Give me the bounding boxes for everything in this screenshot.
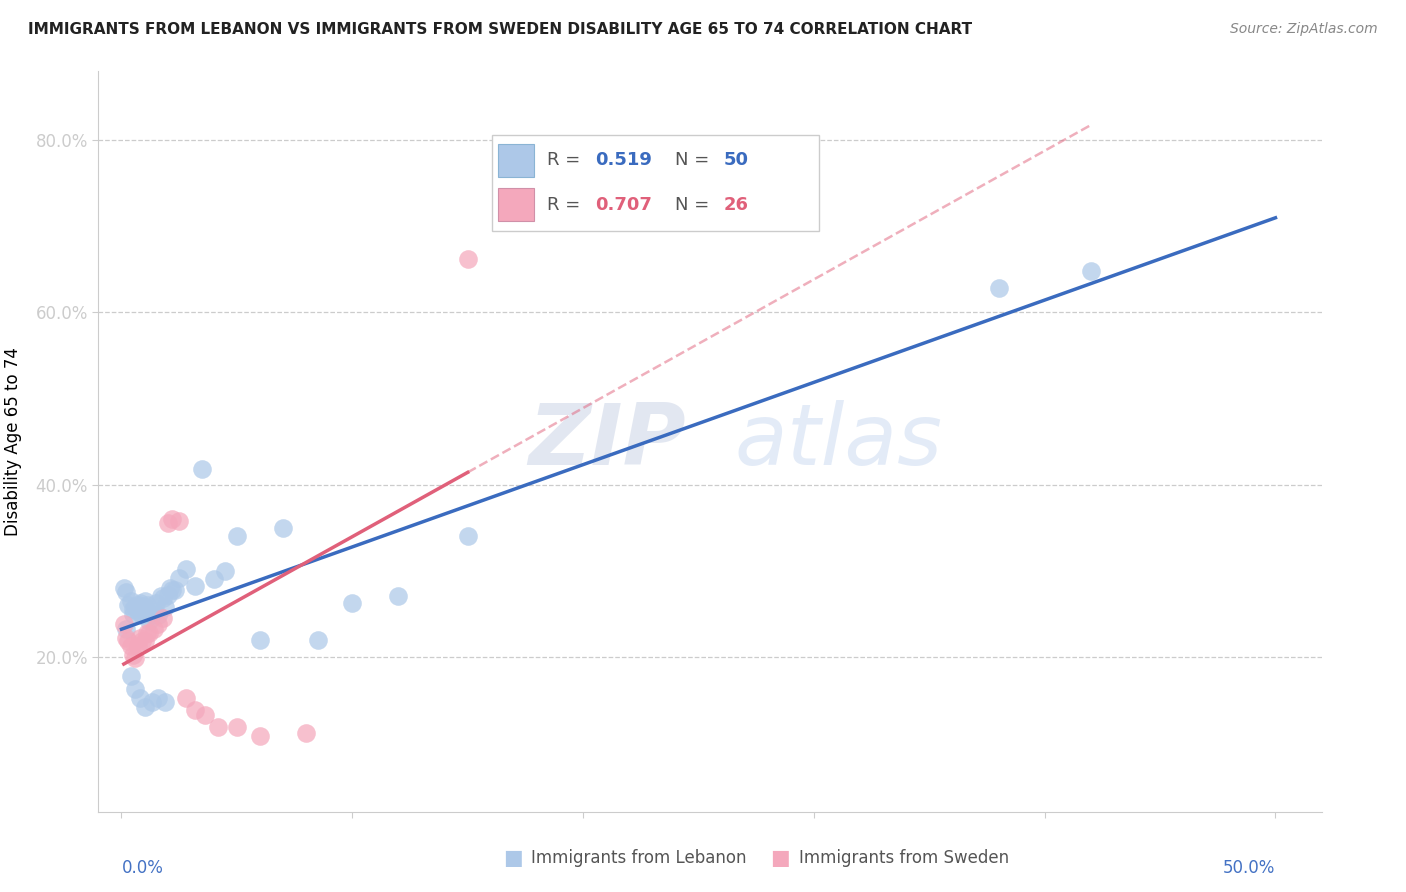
Point <box>159 581 181 595</box>
Text: 50.0%: 50.0% <box>1223 859 1275 877</box>
Point <box>115 631 138 645</box>
Text: R =: R = <box>547 152 586 169</box>
Point <box>134 699 156 714</box>
Text: IMMIGRANTS FROM LEBANON VS IMMIGRANTS FROM SWEDEN DISABILITY AGE 65 TO 74 CORREL: IMMIGRANTS FROM LEBANON VS IMMIGRANTS FR… <box>28 22 972 37</box>
Text: 26: 26 <box>724 195 749 214</box>
Text: N =: N = <box>675 152 714 169</box>
Point <box>124 682 146 697</box>
Text: Immigrants from Lebanon: Immigrants from Lebanon <box>531 849 747 867</box>
Point <box>152 591 174 606</box>
Point <box>117 598 139 612</box>
Point <box>124 651 146 665</box>
Point <box>120 669 142 683</box>
Point <box>194 708 217 723</box>
Point <box>112 581 135 595</box>
Point <box>174 691 197 706</box>
Point <box>131 608 153 623</box>
Text: R =: R = <box>547 195 586 214</box>
Point <box>174 562 197 576</box>
Point <box>214 564 236 578</box>
Point <box>129 602 152 616</box>
Point <box>167 514 190 528</box>
Point <box>225 529 247 543</box>
Point <box>129 631 152 645</box>
Point <box>112 617 135 632</box>
Point <box>225 720 247 734</box>
Point <box>152 611 174 625</box>
Point <box>987 281 1010 295</box>
Point <box>129 596 152 610</box>
Point <box>457 529 479 543</box>
Point <box>149 590 172 604</box>
Point <box>156 516 179 531</box>
Text: ■: ■ <box>770 848 790 868</box>
Point <box>457 252 479 266</box>
Point <box>142 605 165 619</box>
Point <box>295 725 318 739</box>
Bar <box>498 145 534 177</box>
Point <box>135 598 157 612</box>
Point <box>122 607 145 621</box>
Point <box>135 625 157 640</box>
Point <box>1080 264 1102 278</box>
Point <box>184 703 207 717</box>
Text: 0.0%: 0.0% <box>121 859 163 877</box>
Point <box>122 602 145 616</box>
Point <box>127 605 149 619</box>
Text: Source: ZipAtlas.com: Source: ZipAtlas.com <box>1230 22 1378 37</box>
Point <box>167 570 190 584</box>
Point <box>162 512 184 526</box>
Point <box>127 640 149 654</box>
Point <box>249 729 271 743</box>
Point <box>142 622 165 636</box>
Point <box>148 617 170 632</box>
Point <box>148 691 170 706</box>
Point <box>342 596 364 610</box>
Y-axis label: Disability Age 65 to 74: Disability Age 65 to 74 <box>4 347 21 536</box>
Point <box>387 590 409 604</box>
Text: ZIP: ZIP <box>527 400 686 483</box>
Point <box>131 634 153 648</box>
Point <box>156 588 179 602</box>
Point <box>141 608 163 623</box>
Point <box>148 608 170 623</box>
Text: ■: ■ <box>503 848 523 868</box>
Point <box>307 632 329 647</box>
Point <box>117 634 139 648</box>
Point <box>145 596 167 610</box>
Point <box>120 640 142 654</box>
Point <box>207 720 229 734</box>
Point <box>138 614 160 628</box>
Point <box>191 462 214 476</box>
Text: atlas: atlas <box>734 400 942 483</box>
Point <box>162 582 184 597</box>
Point <box>249 632 271 647</box>
FancyBboxPatch shape <box>492 135 818 231</box>
Point <box>155 599 177 614</box>
Point <box>134 634 156 648</box>
Point <box>271 521 294 535</box>
Text: N =: N = <box>675 195 714 214</box>
Point <box>127 598 149 612</box>
Point <box>141 694 163 708</box>
Point <box>124 599 146 614</box>
Point <box>138 625 160 640</box>
Point <box>115 622 138 636</box>
Text: 50: 50 <box>724 152 749 169</box>
Point <box>184 579 207 593</box>
Bar <box>498 188 534 221</box>
Point <box>134 594 156 608</box>
Point <box>122 648 145 662</box>
Text: 0.707: 0.707 <box>595 195 651 214</box>
Point <box>115 585 138 599</box>
Text: 0.519: 0.519 <box>595 152 651 169</box>
Point <box>163 582 186 597</box>
Text: Immigrants from Sweden: Immigrants from Sweden <box>799 849 1008 867</box>
Point <box>129 691 152 706</box>
Point <box>120 594 142 608</box>
Point <box>134 599 156 614</box>
Point <box>202 572 225 586</box>
Point <box>155 694 177 708</box>
